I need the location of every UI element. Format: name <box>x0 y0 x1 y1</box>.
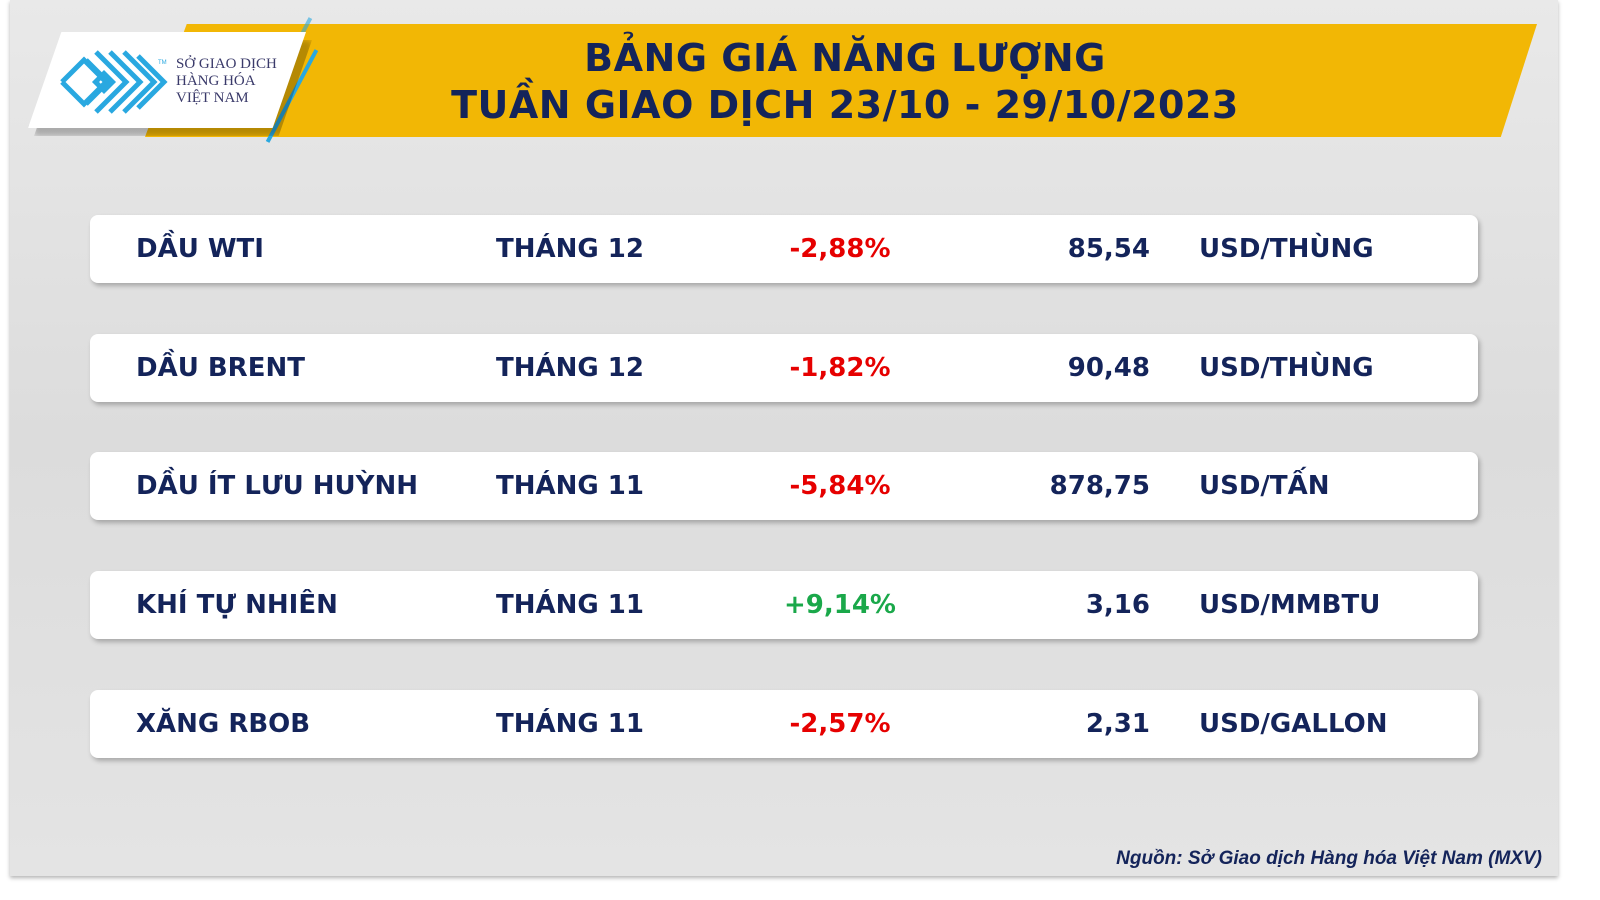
commodity-name: DẦU ÍT LƯU HUỲNH <box>136 471 419 501</box>
weekly-change: -5,84% <box>789 471 891 501</box>
page-subtitle: TUẦN GIAO DỊCH 23/10 - 29/10/2023 <box>451 83 1239 127</box>
price: 85,54 <box>1067 234 1150 264</box>
unit: USD/THÙNG <box>1199 234 1374 264</box>
logo-text: SỞ GIAO DỊCH HÀNG HÓA VIỆT NAM <box>176 56 277 107</box>
title-banner <box>145 24 1537 137</box>
unit: USD/MMBTU <box>1199 590 1381 620</box>
table-row: KHÍ TỰ NHIÊN THÁNG 11 +9,14% 3,16 USD/MM… <box>90 571 1478 639</box>
weekly-change: +9,14% <box>784 590 896 620</box>
commodity-name: XĂNG RBOB <box>136 709 311 739</box>
price: 878,75 <box>1049 471 1150 501</box>
mxv-logo-icon: TM <box>60 50 168 114</box>
logo: TM SỞ GIAO DỊCH HÀNG HÓA VIỆT NAM <box>28 32 306 128</box>
contract-month: THÁNG 11 <box>496 590 644 620</box>
commodity-name: DẦU WTI <box>136 234 264 264</box>
contract-month: THÁNG 12 <box>496 234 644 264</box>
commodity-name: DẦU BRENT <box>136 353 305 383</box>
price: 90,48 <box>1067 353 1150 383</box>
svg-text:TM: TM <box>158 60 167 66</box>
price: 3,16 <box>1085 590 1150 620</box>
logo-line: SỞ GIAO DỊCH <box>176 56 277 72</box>
weekly-change: -2,88% <box>789 234 891 264</box>
unit: USD/TẤN <box>1199 471 1330 501</box>
logo-line: VIỆT NAM <box>176 90 249 106</box>
contract-month: THÁNG 12 <box>496 353 644 383</box>
page-title: BẢNG GIÁ NĂNG LƯỢNG <box>584 36 1106 80</box>
weekly-change: -1,82% <box>789 353 891 383</box>
contract-month: THÁNG 11 <box>496 471 644 501</box>
unit: USD/THÙNG <box>1199 353 1374 383</box>
contract-month: THÁNG 11 <box>496 709 644 739</box>
weekly-change: -2,57% <box>789 709 891 739</box>
commodity-name: KHÍ TỰ NHIÊN <box>136 590 338 620</box>
source-note: Nguồn: Sở Giao dịch Hàng hóa Việt Nam (M… <box>1116 848 1542 869</box>
table-row: DẦU ÍT LƯU HUỲNH THÁNG 11 -5,84% 878,75 … <box>90 452 1478 520</box>
price: 2,31 <box>1085 709 1150 739</box>
table-row: XĂNG RBOB THÁNG 11 -2,57% 2,31 USD/GALLO… <box>90 690 1478 758</box>
table-row: DẦU BRENT THÁNG 12 -1,82% 90,48 USD/THÙN… <box>90 334 1478 402</box>
table-row: DẦU WTI THÁNG 12 -2,88% 85,54 USD/THÙNG <box>90 215 1478 283</box>
logo-line: HÀNG HÓA <box>176 73 256 89</box>
unit: USD/GALLON <box>1199 709 1388 739</box>
